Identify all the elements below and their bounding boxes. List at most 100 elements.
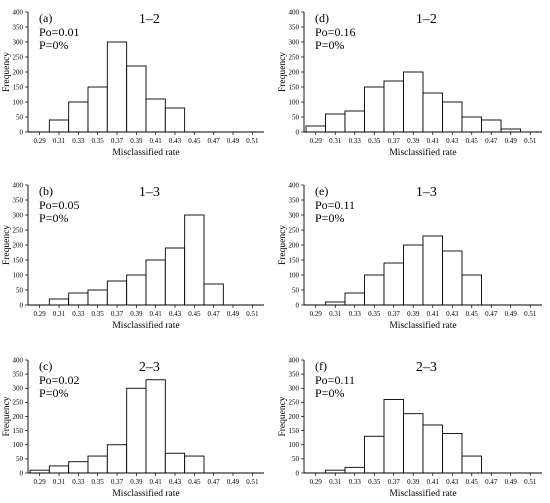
y-tick-label: 100	[13, 271, 24, 279]
histogram-bar	[305, 125, 326, 133]
y-tick-label: 300	[13, 211, 24, 219]
x-axis-title: Misclassified rate	[112, 488, 179, 499]
histogram-bar	[87, 289, 108, 306]
histogram-bar	[68, 292, 89, 306]
x-tick-label: 0.33	[72, 310, 85, 318]
x-tick-label: 0.47	[485, 310, 498, 318]
x-axis-title: Misclassified rate	[389, 147, 456, 158]
chart-panel-2: 0 50 100 150 200 250 300 350 400 0.29 0.31 0.33 0.35…	[278, 8, 542, 158]
po-value: Po=0.11	[315, 373, 355, 387]
x-tick-label: 0.45	[466, 478, 479, 486]
x-tick-label: 0.45	[466, 137, 479, 145]
y-tick-label: 300	[13, 385, 24, 393]
po-value: Po=0.05	[39, 198, 79, 212]
histogram-bar	[403, 244, 424, 306]
y-tick-label: 100	[13, 98, 24, 106]
x-tick-label: 0.35	[368, 478, 381, 486]
x-tick-label: 0.35	[368, 310, 381, 318]
x-tick-label: 0.51	[524, 310, 537, 318]
histogram-bar	[145, 98, 166, 133]
x-tick-label: 0.51	[524, 137, 537, 145]
x-tick-label: 0.51	[246, 310, 259, 318]
y-tick-label: 350	[13, 23, 24, 31]
x-tick-label: 0.37	[111, 137, 124, 145]
histogram-bar	[164, 107, 186, 133]
x-tick-label: 0.37	[388, 310, 401, 318]
y-tick-label: 350	[13, 370, 24, 378]
histogram-bar	[48, 465, 70, 474]
histogram-bar	[203, 283, 224, 306]
y-tick-label: 100	[13, 441, 24, 449]
y-tick-label: 200	[289, 68, 300, 76]
x-tick-label: 0.37	[111, 310, 124, 318]
y-tick-label: 350	[289, 23, 300, 31]
p-value: P=0%	[315, 211, 344, 225]
histogram-bar	[403, 71, 424, 133]
x-tick-label: 0.41	[427, 137, 440, 145]
x-tick-label: 0.43	[169, 137, 182, 145]
y-axis-title: Frequency	[278, 396, 288, 436]
comparison-title: 2–3	[139, 360, 160, 375]
comparison-title: 1–3	[139, 185, 160, 200]
x-tick-label: 0.43	[169, 478, 182, 486]
y-tick-label: 100	[289, 441, 300, 449]
histogram-bar	[403, 413, 424, 474]
y-tick-label: 300	[289, 211, 300, 219]
x-tick-label: 0.51	[246, 478, 259, 486]
y-axis-title: Frequency	[2, 396, 12, 436]
panel-label: (e)	[315, 184, 328, 198]
histogram-bar	[383, 80, 404, 133]
x-tick-label: 0.49	[227, 137, 240, 145]
x-tick-label: 0.49	[505, 310, 518, 318]
y-tick-label: 50	[16, 455, 24, 463]
y-tick-label: 300	[13, 38, 24, 46]
x-tick-label: 0.33	[72, 478, 85, 486]
p-value: P=0%	[39, 386, 68, 400]
histogram-bar	[461, 455, 482, 474]
y-tick-label: 100	[289, 98, 300, 106]
x-tick-label: 0.47	[208, 310, 221, 318]
chart-panel-5: 0 50 100 150 200 250 300 350 400 0.29 0.31 0.33 0.35…	[2, 356, 264, 499]
x-tick-label: 0.33	[349, 310, 362, 318]
x-tick-label: 0.29	[34, 137, 47, 145]
y-tick-label: 150	[289, 256, 300, 264]
p-value: P=0%	[39, 38, 68, 52]
y-tick-label: 250	[289, 226, 300, 234]
po-value: Po=0.01	[39, 25, 79, 39]
x-tick-label: 0.47	[208, 137, 221, 145]
x-tick-label: 0.43	[169, 310, 182, 318]
histogram-bar	[364, 435, 385, 474]
histogram-bar	[442, 433, 463, 474]
panel-label: (f)	[315, 359, 327, 373]
histogram-bar	[106, 444, 128, 474]
x-tick-label: 0.49	[505, 478, 518, 486]
histogram-bar	[145, 379, 166, 474]
x-tick-label: 0.41	[427, 478, 440, 486]
y-axis-title: Frequency	[2, 225, 12, 265]
y-tick-label: 150	[289, 83, 300, 91]
x-tick-label: 0.31	[53, 310, 66, 318]
x-tick-label: 0.37	[388, 478, 401, 486]
histogram-bar	[344, 110, 365, 133]
x-tick-label: 0.41	[150, 137, 163, 145]
x-tick-label: 0.39	[130, 310, 143, 318]
x-tick-label: 0.47	[485, 137, 498, 145]
y-tick-label: 350	[289, 370, 300, 378]
y-tick-label: 50	[292, 455, 300, 463]
y-tick-label: 400	[13, 181, 24, 189]
y-tick-label: 150	[13, 83, 24, 91]
x-tick-label: 0.45	[466, 310, 479, 318]
histogram-bar	[184, 455, 205, 474]
x-tick-label: 0.31	[53, 137, 66, 145]
histogram-bar	[68, 461, 89, 474]
x-axis-title: Misclassified rate	[112, 147, 179, 158]
x-tick-label: 0.37	[388, 137, 401, 145]
x-tick-label: 0.29	[34, 310, 47, 318]
x-tick-label: 0.45	[188, 137, 201, 145]
p-value: P=0%	[39, 211, 68, 225]
y-tick-label: 150	[289, 427, 300, 435]
x-tick-label: 0.29	[310, 137, 323, 145]
x-tick-label: 0.43	[446, 478, 459, 486]
chart-panel-4: 0 50 100 150 200 250 300 350 400 0.29 0.31 0.33 0.35…	[278, 181, 542, 331]
comparison-title: 1–3	[416, 185, 437, 200]
